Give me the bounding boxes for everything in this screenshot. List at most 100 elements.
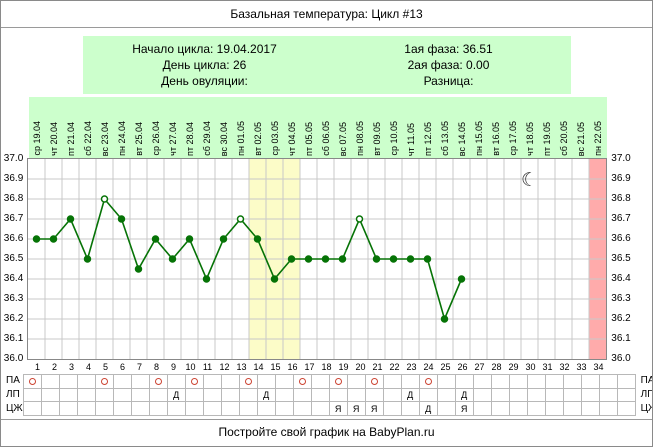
date-column: пт 21.04 (63, 97, 80, 158)
symptom-cell (436, 401, 456, 416)
date-column: ср 10.05 (386, 97, 403, 158)
symptom-cell (526, 401, 546, 416)
cycle-info-right: 1ая фаза: 36.51 2ая фаза: 0.00 Разница: (327, 41, 571, 89)
symptom-row (22, 374, 636, 389)
date-column: чт 11.05 (403, 97, 420, 158)
symptom-cell (76, 401, 96, 416)
date-column: сб 06.05 (318, 97, 335, 158)
day-number: 22 (389, 362, 400, 372)
date-label: вс 14.05 (457, 121, 467, 156)
day-number: 25 (440, 362, 451, 372)
temp-point (169, 255, 177, 263)
symptom-cell (454, 374, 474, 389)
symptom-cell: Д (454, 387, 474, 403)
symptom-cell (310, 374, 330, 389)
symptom-cell (76, 387, 96, 403)
intercourse-mark (244, 378, 252, 386)
date-label: пн 15.05 (474, 121, 484, 156)
temp-point (135, 265, 143, 273)
date-label: пн 01.05 (236, 121, 246, 156)
day-number: 3 (68, 362, 74, 372)
symptom-cell (202, 374, 222, 389)
symptom-cell (130, 387, 150, 403)
date-column: пт 05.05 (301, 97, 318, 158)
symptom-cell (346, 374, 366, 389)
symptom-cell (112, 401, 132, 416)
y-axis-tick-label: 36.8 (3, 193, 24, 204)
intercourse-mark (190, 378, 198, 386)
date-label: вс 30.04 (219, 121, 229, 156)
symptom-cell (472, 401, 492, 416)
symptom-cell (310, 401, 330, 416)
date-header-row: ср 19.04 чт 20.04 пт 21.04 сб 22.04 вс 23.04… (29, 97, 607, 158)
y-axis-tick-label: 36.9 (3, 173, 24, 184)
temp-point (322, 255, 330, 263)
symptom-cell (526, 374, 546, 389)
date-label: сб 06.05 (321, 121, 331, 156)
y-axis-tick-label: 36.6 (3, 233, 24, 244)
symptom-cell (544, 401, 564, 416)
day-number: 9 (170, 362, 176, 372)
symptom-cell (598, 387, 618, 403)
symptom-cell (346, 387, 366, 403)
date-label: вс 21.05 (576, 121, 586, 156)
date-column: пн 01.05 (233, 97, 250, 158)
date-label: ср 19.04 (32, 121, 42, 156)
date-label: ср 10.05 (389, 121, 399, 156)
footer: Постройте свой график на BabyPlan.ru (1, 419, 652, 439)
date-label: пт 19.05 (542, 121, 552, 156)
y-axis-tick-label: 36.3 (3, 293, 24, 304)
date-column: пт 28.04 (182, 97, 199, 158)
date-column: чт 18.05 (522, 97, 539, 158)
symptom-cell (544, 374, 564, 389)
date-label: пт 12.05 (423, 121, 433, 156)
y-axis-tick-label: 36.2 (3, 313, 24, 324)
temp-point (390, 255, 398, 263)
symptom-cell (148, 374, 168, 389)
y-axis-tick-label: 36.0 (3, 353, 24, 364)
temp-point (118, 215, 126, 223)
page-title: Базальная температура: Цикл #13 (1, 1, 652, 28)
temp-point (50, 235, 58, 243)
symptom-cell (616, 374, 636, 389)
temp-point (203, 275, 211, 283)
symptom-cell (22, 401, 42, 416)
excluded-temp-point (101, 195, 109, 203)
symptom-cell (292, 374, 312, 389)
date-column: пн 08.05 (352, 97, 369, 158)
legend-labels-left: ПА ЛП ЦЖ (1, 374, 23, 416)
temp-point (458, 275, 466, 283)
date-column: ср 17.05 (505, 97, 522, 158)
y-axis-tick-label: 36.5 (611, 253, 631, 264)
day-number: 19 (338, 362, 349, 372)
symptom-cell: Д (418, 401, 438, 416)
symptom-cell (616, 401, 636, 416)
date-column: вс 21.05 (573, 97, 590, 158)
temp-point (305, 255, 313, 263)
day-number: 15 (270, 362, 281, 372)
date-label: пт 05.05 (304, 121, 314, 156)
intercourse-mark (28, 378, 36, 386)
date-column: ср 26.04 (148, 97, 165, 158)
date-label: вт 25.04 (134, 122, 144, 156)
date-column: сб 13.05 (437, 97, 454, 158)
symptom-cell (166, 401, 186, 416)
day-number: 5 (102, 362, 108, 372)
y-axis-right: 37.0 36.9 36.8 36.7 36.6 36.5 36.4 36.3 36.2 36.1… (607, 153, 652, 364)
symptom-cell (148, 387, 168, 403)
day-number: 30 (525, 362, 536, 372)
date-label: чт 18.05 (525, 122, 535, 156)
symptom-cell (274, 374, 294, 389)
date-label: сб 13.05 (440, 121, 450, 156)
date-column: пн 24.04 (114, 97, 131, 158)
symptom-cell (76, 374, 96, 389)
symptom-cell: Д (256, 387, 276, 403)
temp-point (186, 235, 194, 243)
day-number-axis: 1 2 3 4 5 6 7 8 9 10 11 12 13 14 15 16 17 18 19 20 21 22 23 24 2… (29, 360, 607, 374)
y-axis-tick-label: 36.7 (611, 213, 631, 224)
day-number: 8 (153, 362, 159, 372)
symptom-cell (184, 387, 204, 403)
day-number: 33 (576, 362, 587, 372)
y-axis-tick-label: 37.0 (3, 153, 24, 164)
date-column: пт 12.05 (420, 97, 437, 158)
